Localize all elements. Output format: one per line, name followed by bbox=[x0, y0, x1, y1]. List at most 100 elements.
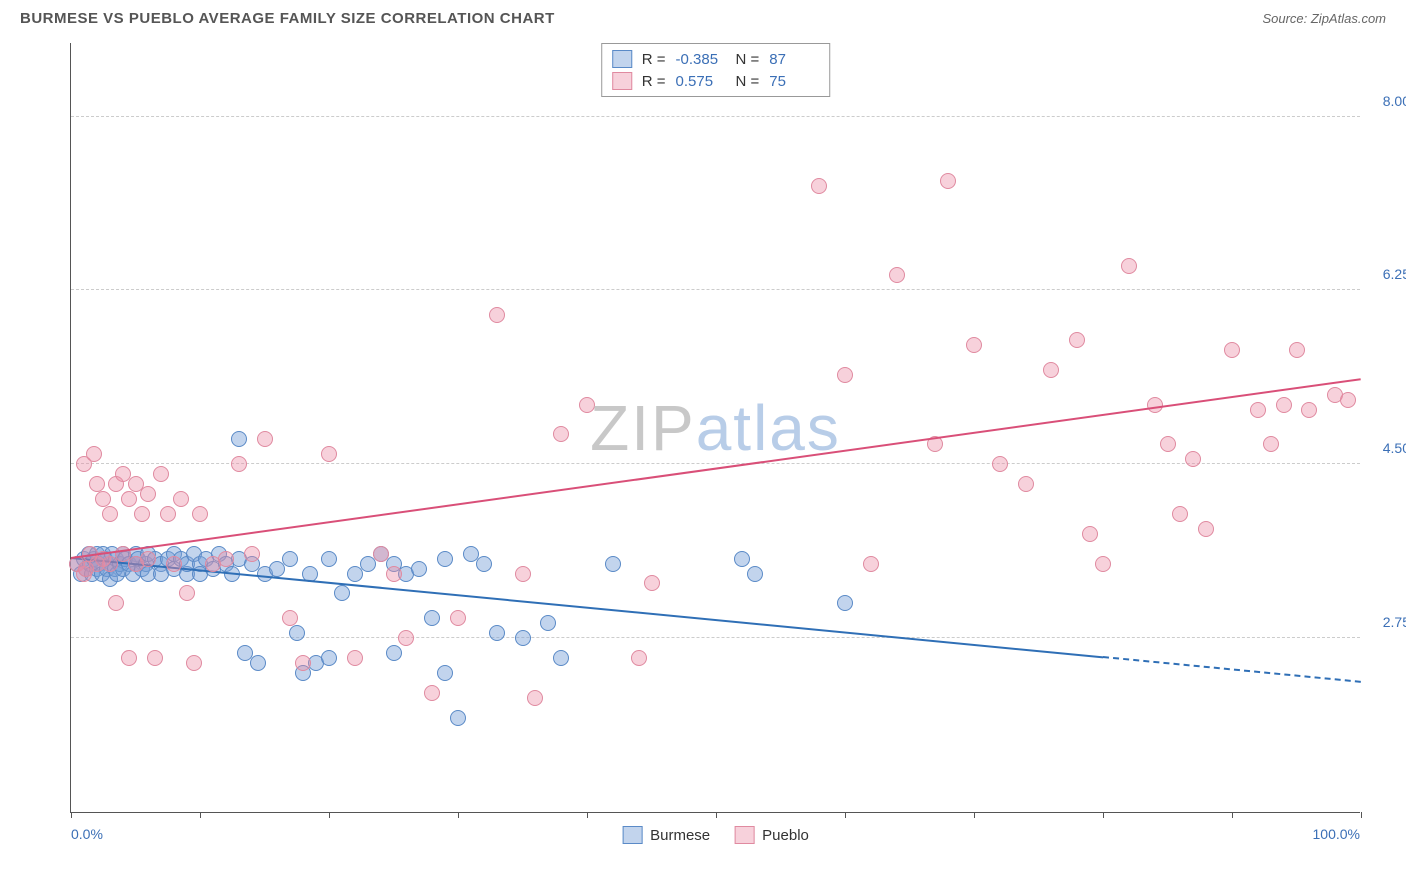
pueblo-point bbox=[1160, 436, 1176, 452]
x-axis-max-label: 100.0% bbox=[1313, 826, 1360, 842]
pueblo-point bbox=[515, 566, 531, 582]
trend-line bbox=[71, 557, 1103, 658]
x-tick-mark bbox=[1361, 812, 1362, 818]
burmese-point bbox=[231, 431, 247, 447]
pueblo-point bbox=[644, 575, 660, 591]
pueblo-point bbox=[1147, 397, 1163, 413]
x-axis-min-label: 0.0% bbox=[71, 826, 103, 842]
pueblo-point bbox=[257, 431, 273, 447]
legend-r-value: -0.385 bbox=[676, 51, 726, 68]
pueblo-point bbox=[489, 307, 505, 323]
pueblo-point bbox=[1289, 342, 1305, 358]
trend-line bbox=[71, 378, 1361, 559]
legend-n-label: N = bbox=[736, 73, 760, 90]
legend-series-item: Burmese bbox=[622, 826, 710, 844]
burmese-point bbox=[289, 625, 305, 641]
pueblo-point bbox=[811, 178, 827, 194]
burmese-point bbox=[747, 566, 763, 582]
pueblo-point bbox=[527, 690, 543, 706]
pueblo-point bbox=[863, 556, 879, 572]
y-tick-label: 6.25 bbox=[1366, 266, 1406, 282]
pueblo-point bbox=[940, 173, 956, 189]
pueblo-point bbox=[108, 595, 124, 611]
pueblo-point bbox=[179, 585, 195, 601]
x-tick-mark bbox=[974, 812, 975, 818]
pueblo-point bbox=[140, 551, 156, 567]
legend-series-label: Burmese bbox=[650, 827, 710, 844]
pueblo-point bbox=[160, 506, 176, 522]
pueblo-point bbox=[282, 610, 298, 626]
plot-area: ZIPatlas R =-0.385N =87R =0.575N =75 Bur… bbox=[70, 43, 1360, 813]
x-tick-mark bbox=[1103, 812, 1104, 818]
pueblo-point bbox=[1172, 506, 1188, 522]
pueblo-point bbox=[837, 367, 853, 383]
watermark: ZIPatlas bbox=[590, 391, 841, 465]
pueblo-point bbox=[450, 610, 466, 626]
legend-swatch bbox=[612, 50, 632, 68]
burmese-point bbox=[476, 556, 492, 572]
legend-swatch bbox=[734, 826, 754, 844]
x-tick-mark bbox=[458, 812, 459, 818]
legend-series-label: Pueblo bbox=[762, 827, 809, 844]
x-tick-mark bbox=[587, 812, 588, 818]
pueblo-point bbox=[386, 566, 402, 582]
burmese-point bbox=[837, 595, 853, 611]
pueblo-point bbox=[1301, 402, 1317, 418]
burmese-point bbox=[411, 561, 427, 577]
gridline-h bbox=[71, 637, 1360, 638]
pueblo-point bbox=[1276, 397, 1292, 413]
burmese-point bbox=[489, 625, 505, 641]
pueblo-point bbox=[966, 337, 982, 353]
legend-stat-row: R =0.575N =75 bbox=[612, 70, 820, 92]
pueblo-point bbox=[1185, 451, 1201, 467]
pueblo-point bbox=[579, 397, 595, 413]
y-tick-label: 2.75 bbox=[1366, 614, 1406, 630]
pueblo-point bbox=[121, 491, 137, 507]
pueblo-point bbox=[1121, 258, 1137, 274]
pueblo-point bbox=[1018, 476, 1034, 492]
gridline-h bbox=[71, 463, 1360, 464]
burmese-point bbox=[334, 585, 350, 601]
legend-n-value: 75 bbox=[769, 73, 819, 90]
pueblo-point bbox=[321, 446, 337, 462]
pueblo-point bbox=[173, 491, 189, 507]
pueblo-point bbox=[244, 546, 260, 562]
pueblo-point bbox=[1198, 521, 1214, 537]
burmese-point bbox=[553, 650, 569, 666]
x-tick-mark bbox=[329, 812, 330, 818]
legend-swatch bbox=[622, 826, 642, 844]
pueblo-point bbox=[398, 630, 414, 646]
burmese-point bbox=[515, 630, 531, 646]
pueblo-point bbox=[147, 650, 163, 666]
pueblo-point bbox=[1250, 402, 1266, 418]
pueblo-point bbox=[1340, 392, 1356, 408]
burmese-point bbox=[321, 551, 337, 567]
pueblo-point bbox=[192, 506, 208, 522]
watermark-part1: ZIP bbox=[590, 392, 696, 464]
series-legend: Burmese Pueblo bbox=[622, 826, 809, 844]
pueblo-point bbox=[134, 506, 150, 522]
burmese-point bbox=[437, 551, 453, 567]
x-tick-mark bbox=[200, 812, 201, 818]
pueblo-point bbox=[166, 556, 182, 572]
pueblo-point bbox=[631, 650, 647, 666]
pueblo-point bbox=[553, 426, 569, 442]
burmese-point bbox=[540, 615, 556, 631]
burmese-point bbox=[424, 610, 440, 626]
correlation-legend: R =-0.385N =87R =0.575N =75 bbox=[601, 43, 831, 97]
burmese-point bbox=[250, 655, 266, 671]
chart-title: BURMESE VS PUEBLO AVERAGE FAMILY SIZE CO… bbox=[20, 10, 555, 27]
pueblo-point bbox=[140, 486, 156, 502]
x-tick-mark bbox=[845, 812, 846, 818]
pueblo-point bbox=[373, 546, 389, 562]
gridline-h bbox=[71, 116, 1360, 117]
pueblo-point bbox=[992, 456, 1008, 472]
pueblo-point bbox=[347, 650, 363, 666]
y-tick-label: 4.50 bbox=[1366, 440, 1406, 456]
pueblo-point bbox=[86, 446, 102, 462]
gridline-h bbox=[71, 289, 1360, 290]
pueblo-point bbox=[102, 506, 118, 522]
burmese-point bbox=[386, 645, 402, 661]
pueblo-point bbox=[153, 466, 169, 482]
burmese-point bbox=[321, 650, 337, 666]
